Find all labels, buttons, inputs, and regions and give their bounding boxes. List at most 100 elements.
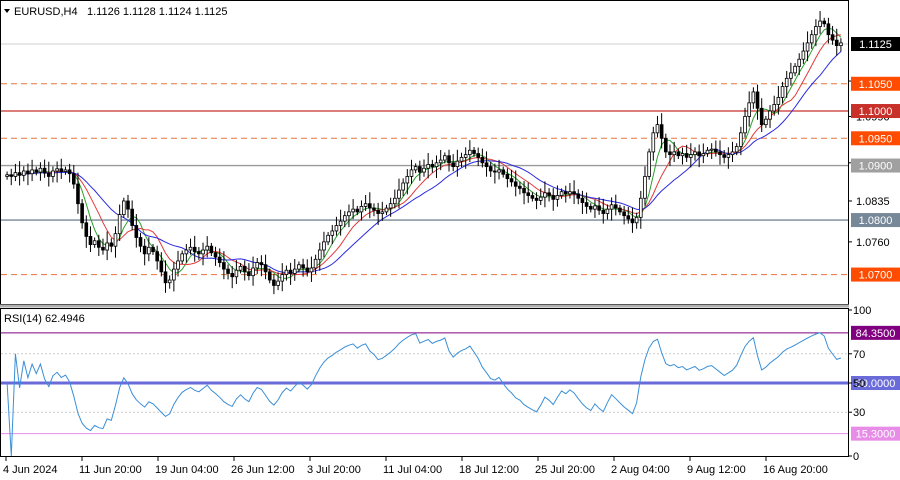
candle [438, 150, 443, 171]
candle [476, 147, 480, 167]
candle [580, 190, 585, 215]
candle [630, 207, 635, 233]
candle [205, 236, 210, 258]
candle [730, 141, 735, 162]
candle [342, 211, 347, 228]
candle [451, 154, 455, 172]
rsi-level-badge-2 [851, 426, 900, 441]
price-levels [1, 83, 848, 276]
candle [42, 159, 47, 178]
candle [313, 254, 318, 275]
candle [505, 168, 510, 188]
candle [664, 133, 668, 158]
candle [776, 85, 781, 115]
candle [722, 150, 726, 164]
ohlc-values: 1.1126 1.1128 1.1124 1.1125 [87, 6, 227, 18]
candle [826, 17, 831, 44]
candle [372, 203, 376, 217]
candle [322, 231, 326, 258]
rsi-level-label-1: 50.0000 [856, 378, 896, 390]
candle [764, 115, 768, 128]
candle [647, 148, 651, 180]
time-tick-label-5: 11 Jul 04:00 [383, 464, 442, 476]
candle [484, 151, 489, 177]
price-tick-label-3: 1.0835 [856, 196, 890, 208]
candle [242, 260, 247, 281]
time-axis: 4 Jun 2024 11 Jun 20:00 19 Jun 04:00 26 Jun… [3, 456, 828, 476]
candle [292, 259, 297, 281]
candle [780, 81, 785, 104]
level-labels: 1.1050 1.1000 1.0950 1.0900 1.0800 1.0700 [851, 76, 900, 282]
level-badge-3 [851, 158, 900, 173]
candle [447, 149, 451, 172]
candle [668, 144, 672, 167]
candle [30, 159, 34, 182]
candle [563, 185, 568, 203]
candle [518, 181, 522, 195]
candle [697, 144, 701, 168]
candle [188, 238, 193, 255]
candle [743, 107, 747, 138]
candle [426, 153, 430, 179]
candle [401, 178, 405, 197]
candle [593, 199, 597, 218]
candle [297, 261, 301, 273]
level-badge-0 [851, 76, 900, 91]
candle [497, 159, 501, 180]
time-tick-label-6: 18 Jul 12:00 [459, 464, 519, 476]
candle [572, 180, 576, 204]
time-tick-label-8: 2 Aug 04:00 [611, 464, 670, 476]
level-badge-5 [851, 267, 900, 282]
candle [113, 226, 118, 258]
price-tick-label-4: 1.0760 [856, 237, 890, 249]
candle [726, 147, 731, 169]
candle [288, 262, 293, 285]
candle [234, 260, 239, 285]
candle [84, 215, 89, 248]
candle [718, 140, 722, 165]
candle [55, 161, 59, 183]
candle [259, 255, 264, 277]
rsi-tick-label-2: 50 [853, 378, 865, 390]
candle [130, 200, 134, 231]
candle [618, 204, 622, 216]
candle [213, 246, 218, 266]
rsi-levels: 84.3500 50.0000 15.3000 [1, 325, 900, 441]
candle [480, 148, 485, 168]
candle [109, 238, 114, 253]
level-label-2: 1.0950 [859, 133, 893, 145]
rsi-level-badge-0 [851, 325, 900, 340]
candle [493, 163, 497, 184]
candle [405, 169, 410, 195]
candle [338, 209, 343, 236]
candle [309, 256, 314, 282]
rsi-tick-label-3: 30 [853, 407, 865, 419]
level-label-4: 1.0800 [859, 215, 893, 227]
candle [222, 251, 226, 280]
candle [693, 147, 697, 161]
candle [605, 204, 610, 220]
candle [197, 247, 201, 260]
candle [459, 152, 464, 168]
dropdown-triangle-icon[interactable] [4, 9, 10, 13]
candle [772, 95, 777, 116]
candle [51, 166, 55, 183]
candle [468, 140, 472, 162]
rsi-level-label-2: 15.3000 [856, 429, 896, 441]
candle [789, 62, 793, 86]
candle [217, 248, 222, 268]
candle [538, 188, 543, 206]
level-label-5: 1.0700 [859, 270, 893, 282]
candle [167, 275, 172, 289]
level-badge-2 [851, 131, 900, 146]
candle [543, 181, 547, 208]
level-label-0: 1.1050 [859, 79, 893, 91]
candle [46, 161, 51, 187]
candle [388, 197, 393, 217]
candle [818, 10, 822, 34]
candle [409, 159, 414, 184]
level-label-3: 1.0900 [859, 161, 893, 173]
candle [151, 244, 155, 255]
candle [576, 189, 581, 205]
